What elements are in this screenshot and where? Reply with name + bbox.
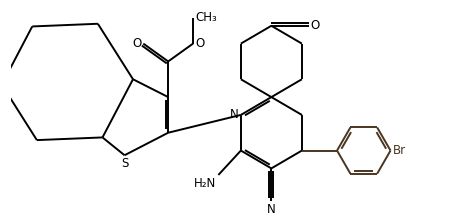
- Text: N: N: [267, 203, 276, 216]
- Text: O: O: [195, 37, 204, 50]
- Text: N: N: [230, 108, 239, 121]
- Text: O: O: [311, 19, 320, 32]
- Text: O: O: [132, 37, 141, 50]
- Text: S: S: [121, 157, 128, 170]
- Text: H₂N: H₂N: [194, 177, 216, 190]
- Text: Br: Br: [393, 144, 406, 157]
- Text: CH₃: CH₃: [195, 11, 217, 24]
